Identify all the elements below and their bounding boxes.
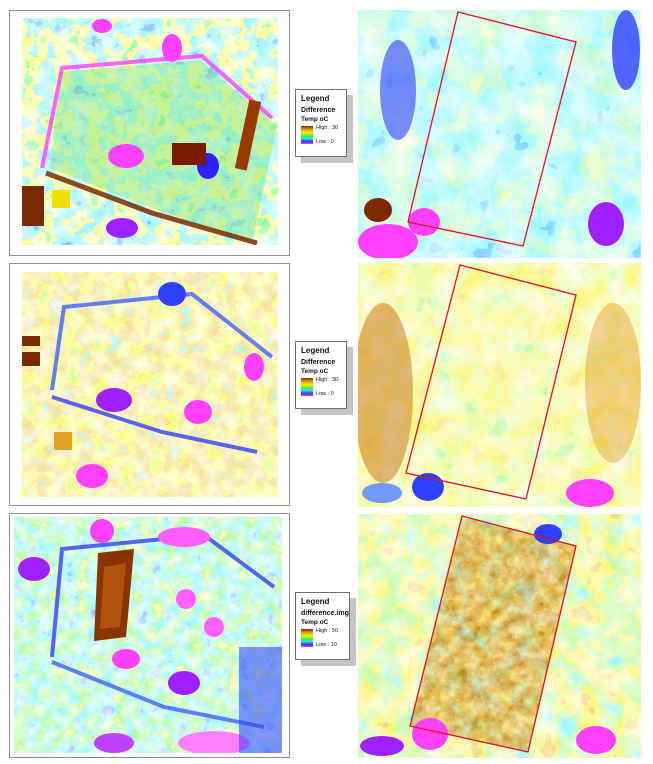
- thermal-map-2-overview: [22, 272, 278, 497]
- legend-low-value: Low : 10: [316, 642, 337, 648]
- color-ramp: [301, 378, 313, 396]
- legend-3: Legend difference.img Temp oC High : 50 …: [295, 592, 350, 660]
- legend-layer-name: Difference: [301, 359, 336, 366]
- legend-low-value: Low : 0: [316, 139, 334, 145]
- legend-title: Legend: [301, 346, 330, 355]
- color-ramp: [301, 629, 313, 647]
- legend-field-name: Temp oC: [301, 368, 329, 375]
- thermal-map-2-detail: [358, 263, 641, 507]
- thermal-map-1-detail: [358, 10, 641, 258]
- legend-field-name: Temp oC: [301, 619, 329, 626]
- thermal-map-1-overview: [22, 18, 278, 245]
- legend-layer-name: Difference: [301, 107, 336, 114]
- thermal-map-3-overview: [14, 517, 282, 753]
- legend-2: Legend Difference Temp oC High : 30 Low …: [295, 341, 347, 409]
- legend-low-value: Low : 0: [316, 391, 334, 397]
- thermal-map-3-detail: [358, 514, 641, 758]
- legend-high-value: High : 50: [316, 628, 339, 634]
- legend-high-value: High : 30: [316, 125, 339, 131]
- legend-layer-name: difference.img: [301, 610, 349, 617]
- legend-high-value: High : 30: [316, 377, 339, 383]
- legend-field-name: Temp oC: [301, 116, 329, 123]
- legend-title: Legend: [301, 94, 330, 103]
- color-ramp: [301, 126, 313, 144]
- legend-1: Legend Difference Temp oC High : 30 Low …: [295, 89, 347, 157]
- legend-title: Legend: [301, 597, 330, 606]
